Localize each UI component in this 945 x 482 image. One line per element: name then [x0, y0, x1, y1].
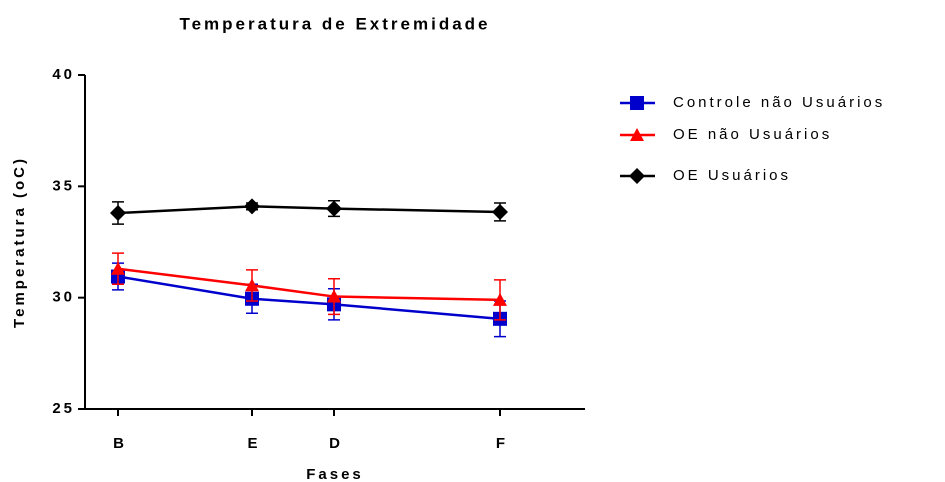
y-tick-label: 35 — [52, 177, 75, 194]
point — [110, 205, 126, 222]
x-tick-label: B — [113, 435, 127, 452]
legend-label: Controle não Usuários — [673, 94, 885, 111]
legend-marker — [630, 96, 644, 110]
y-tick-label: 40 — [52, 66, 75, 83]
point — [327, 289, 341, 303]
point — [493, 292, 507, 306]
line — [117, 267, 501, 302]
legend-marker — [630, 128, 644, 141]
point — [492, 203, 508, 220]
y-tick-label: 25 — [52, 400, 75, 417]
legend-marker — [629, 168, 645, 184]
x-tick-label: D — [329, 435, 343, 452]
x-axis-label: Fases — [306, 466, 364, 482]
y-tick-label: 30 — [52, 289, 75, 306]
x-tick-label: F — [496, 435, 508, 452]
line — [117, 275, 501, 321]
legend-label: OE não Usuários — [673, 126, 832, 143]
chart-title: Temperatura de Extremidade — [179, 14, 490, 33]
point — [111, 261, 125, 275]
line — [117, 205, 501, 215]
point — [245, 278, 259, 292]
point — [244, 198, 260, 215]
point — [326, 200, 342, 217]
x-tick-label: E — [247, 435, 260, 452]
legend-label: OE Usuários — [673, 167, 791, 184]
y-axis-label: Temperatura (oC) — [11, 156, 28, 328]
